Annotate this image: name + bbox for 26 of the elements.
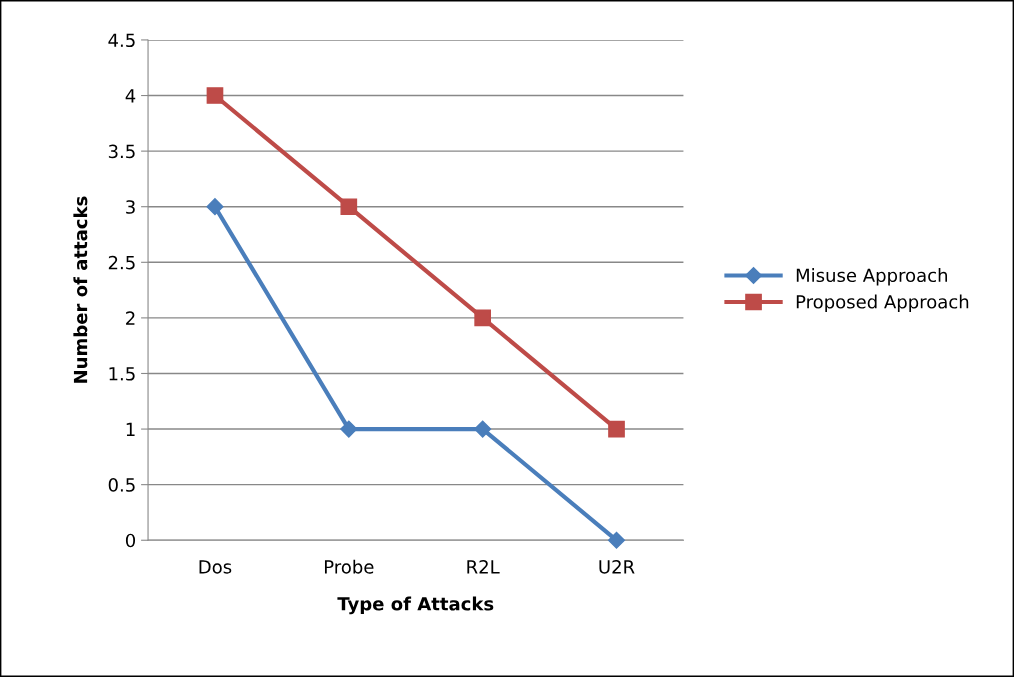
point <box>474 309 491 327</box>
y-tick-label: 4.5 <box>108 33 135 48</box>
y-tick-label: 2.5 <box>108 255 135 270</box>
point <box>474 420 492 438</box>
y-tick-label: 3 <box>126 200 135 214</box>
point <box>206 87 224 104</box>
point <box>206 198 224 216</box>
x-tick-label: U2R <box>599 560 635 574</box>
y-tick-label: 0 <box>125 533 136 548</box>
point <box>608 420 625 438</box>
point <box>607 531 626 549</box>
y-tick-label: 1.5 <box>109 367 135 381</box>
y-tick-label: 4 <box>125 89 136 103</box>
x-tick-label: R2L <box>467 560 500 574</box>
point <box>340 420 358 438</box>
x-tick-label: Dos <box>199 560 232 574</box>
legend-label: Misuse Approach <box>796 268 948 286</box>
x-axis-title: Type of Attacks <box>337 596 494 615</box>
x-tick-label: Probe <box>324 559 374 574</box>
y-tick-label: 1 <box>126 422 135 436</box>
legend-label: Proposed Approach <box>796 294 969 313</box>
y-tick-label: 0.5 <box>108 478 135 492</box>
y-tick-label: 2 <box>126 311 135 325</box>
point <box>340 198 358 216</box>
y-tick-label: 3.5 <box>108 144 135 159</box>
y-axis-title: Number of attacks <box>73 196 88 383</box>
